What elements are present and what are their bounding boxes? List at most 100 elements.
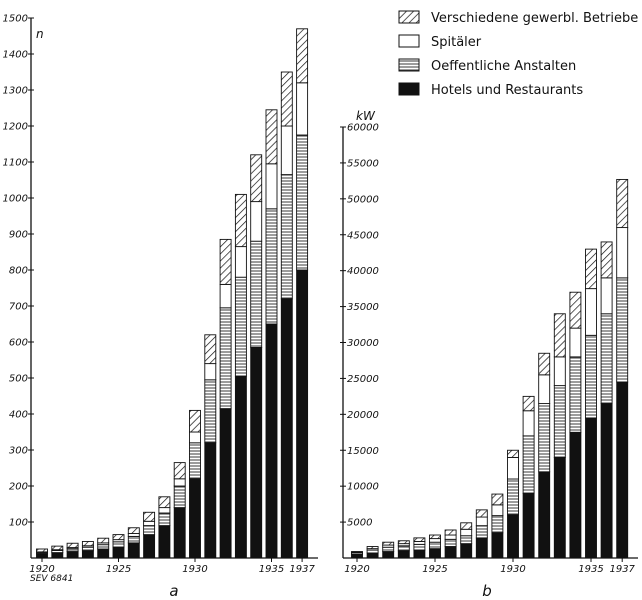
bar-spitaeler-a-1928 [158,507,171,514]
y-tick-label-a: 400 [9,410,28,421]
bar-verschiedene-b-1923 [397,540,410,545]
bar-hotels-b-1920 [351,553,363,559]
y-tick-label-a: 300 [9,446,28,457]
bar-hotels-a-1927 [143,534,156,559]
bar-verschiedene-a-1925 [112,534,125,541]
bar-spitaeler-b-1929 [491,504,504,517]
bar-hotels-b-1934 [569,431,582,559]
bar-oeffentliche-a-1937 [296,134,309,271]
bar-verschiedene-a-1934 [250,154,263,203]
bar-oeffentliche-a-1930 [189,442,201,480]
y-tick-label-b: 5000 [347,518,372,529]
bar-hotels-a-1920 [36,553,48,559]
x-tick-label-a: 1935 [259,564,284,575]
bar-spitaeler-b-1927 [460,528,473,537]
x-tick-label-a: 1920 [29,564,54,575]
y-tick-label-a: 1200 [3,122,28,133]
bar-oeffentliche-a-1925 [112,541,125,548]
bar-verschiedene-b-1920 [351,551,363,553]
bar-spitaeler-b-1932 [538,374,551,405]
bar-verschiedene-a-1924 [97,537,110,544]
bar-oeffentliche-a-1924 [97,544,110,550]
bar-spitaeler-b-1935 [585,288,597,336]
bar-spitaeler-a-1933 [234,246,247,278]
bar-hotels-a-1930 [189,478,201,559]
bar-oeffentliche-b-1932 [538,403,551,473]
bar-hotels-b-1929 [491,532,504,559]
bar-oeffentliche-a-1927 [143,525,156,536]
y-tick-label-a: 1400 [3,50,28,61]
bar-spitaeler-a-1931 [204,363,217,381]
bar-verschiedene-b-1937 [616,178,629,229]
bar-oeffentliche-b-1930 [507,478,519,516]
bar-verschiedene-b-1932 [538,352,551,376]
bar-hotels-b-1924 [413,549,426,559]
bar-verschiedene-a-1929 [173,462,186,480]
legend-swatch-oeffentliche [398,58,420,72]
bar-verschiedene-b-1922 [382,541,395,546]
bar-hotels-a-1931 [204,442,217,559]
bar-verschiedene-a-1935 [265,109,278,165]
bar-verschiedene-a-1926 [127,527,140,534]
bar-oeffentliche-a-1936 [280,174,293,300]
bar-verschiedene-a-1933 [234,193,247,248]
bar-spitaeler-b-1934 [569,327,582,358]
bar-spitaeler-b-1926 [444,534,457,540]
bar-oeffentliche-a-1926 [127,535,140,544]
bar-hotels-b-1928 [475,537,488,559]
bar-oeffentliche-a-1923 [81,546,94,552]
bar-hotels-b-1921 [366,552,379,559]
bar-oeffentliche-b-1922 [382,546,395,552]
bar-spitaeler-a-1934 [250,201,263,242]
bar-oeffentliche-b-1928 [475,525,488,539]
bar-hotels-a-1933 [234,375,247,559]
bar-verschiedene-a-1930 [189,409,201,433]
panel-label-b: b [482,582,492,600]
bar-oeffentliche-b-1925 [429,541,441,550]
y-tick-label-b: 55000 [347,158,379,169]
bar-verschiedene-b-1928 [475,509,488,518]
y-axis-label-b: kW [356,109,376,123]
legend-swatch-hotels [398,82,420,96]
y-tick-label-b: 50000 [347,194,379,205]
bar-hotels-a-1925 [112,546,125,559]
y-tick-label-b: 25000 [347,374,379,385]
bar-verschiedene-a-1937 [296,28,309,84]
bar-oeffentliche-a-1934 [250,240,263,348]
bar-spitaeler-a-1936 [280,125,293,176]
y-tick-label-a: 1100 [3,158,28,169]
x-tick-label-a: 1925 [106,564,131,575]
bar-hotels-a-1921 [51,552,64,559]
bar-verschiedene-b-1926 [444,529,457,536]
bar-verschiedene-b-1933 [553,313,566,358]
legend-label-oeffentliche: Oeffentliche Anstalten [431,59,576,74]
bar-hotels-b-1922 [382,551,395,559]
bar-hotels-b-1926 [444,546,457,559]
bar-oeffentliche-b-1929 [491,515,504,534]
x-tick-label-b: 1935 [578,564,603,575]
y-tick-label-a: 700 [9,302,28,313]
x-tick-label-b: 1920 [344,564,369,575]
bar-spitaeler-b-1928 [475,516,488,527]
x-tick-label-b: 1925 [422,564,447,575]
bar-verschiedene-a-1922 [66,542,79,549]
bar-verschiedene-b-1934 [569,291,582,329]
panel-label-a: a [169,582,178,600]
bar-oeffentliche-b-1935 [585,334,597,419]
x-tick-label-a: 1930 [182,564,207,575]
bar-verschiedene-b-1924 [413,537,426,542]
bar-oeffentliche-a-1928 [158,512,171,527]
bar-verschiedene-a-1923 [81,540,94,547]
bar-hotels-a-1929 [173,507,186,559]
y-tick-label-a: 1000 [3,194,28,205]
bar-verschiedene-a-1928 [158,496,171,509]
bar-hotels-a-1924 [97,548,110,559]
bar-hotels-b-1937 [616,381,629,559]
bar-oeffentliche-b-1923 [397,545,410,552]
bar-verschiedene-a-1920 [36,548,48,553]
y-tick-label-b: 20000 [347,410,379,421]
bar-verschiedene-b-1936 [600,241,613,279]
chart-annotation-sev: SEV 6841 [30,574,73,584]
y-tick-label-b: 30000 [347,338,379,349]
bar-spitaeler-a-1929 [173,478,186,487]
